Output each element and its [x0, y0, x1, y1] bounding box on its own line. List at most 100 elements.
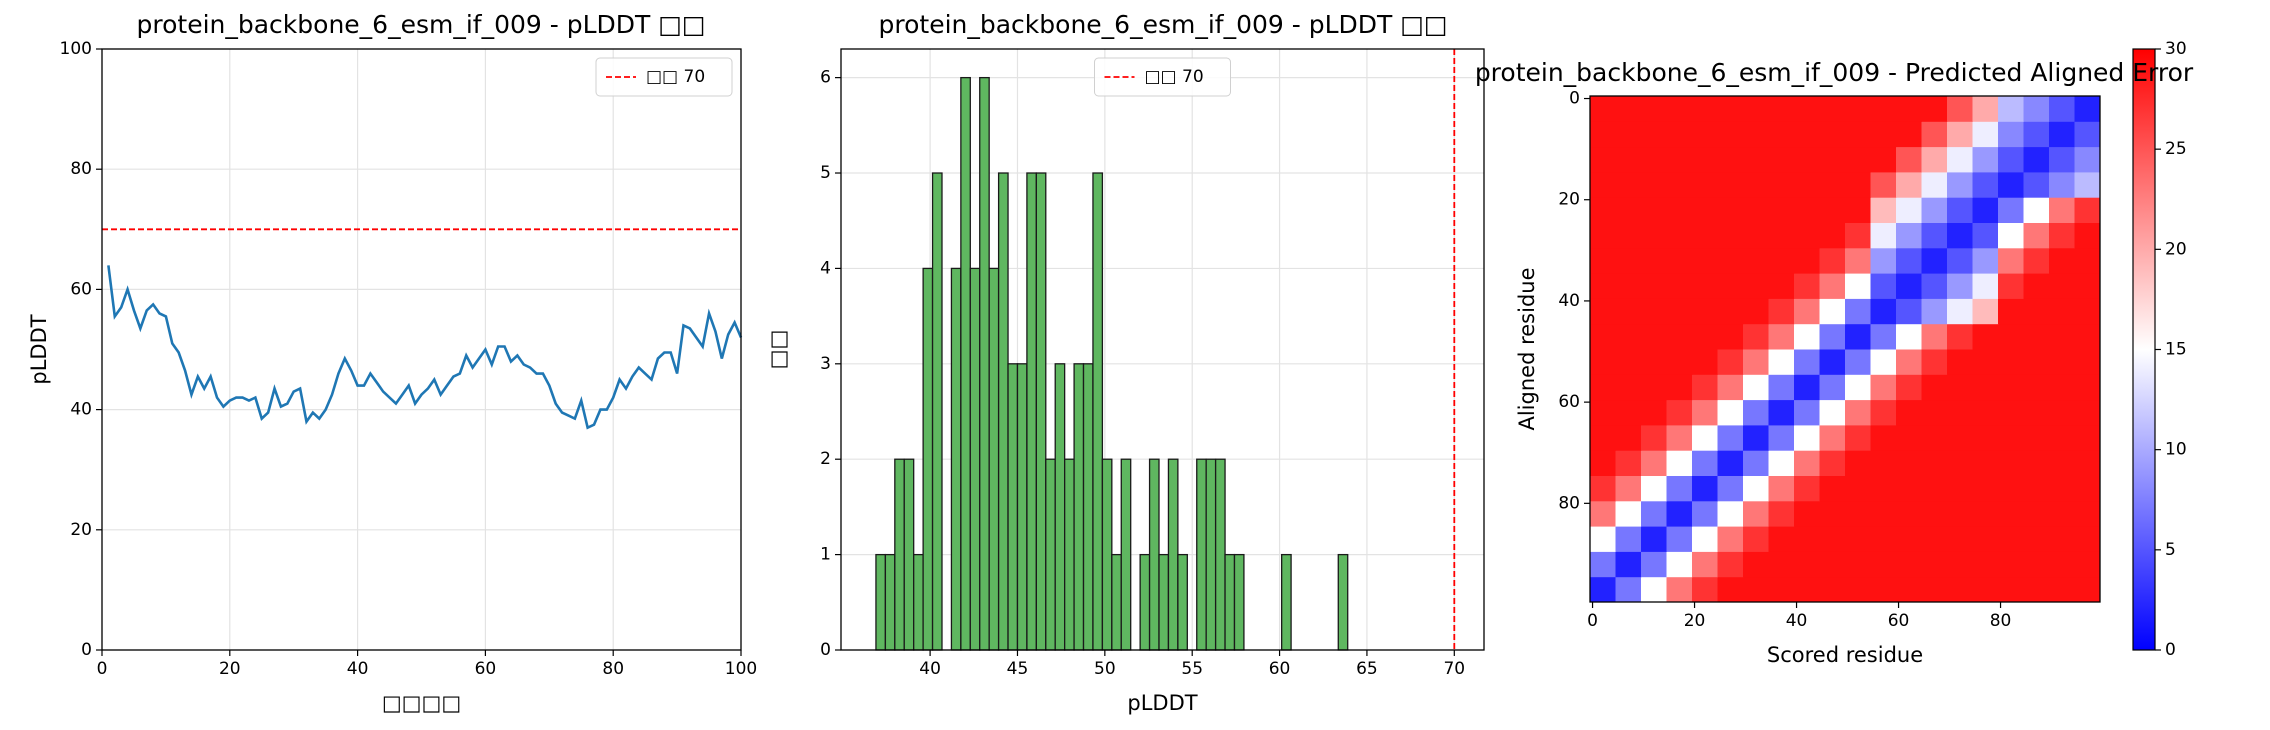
axes-frame: [840, 48, 1485, 651]
heatmap-cell: [1743, 146, 1769, 173]
heatmap-cell: [1666, 171, 1693, 198]
heatmap-cell: [2049, 450, 2075, 476]
heatmap-cell: [1717, 399, 1744, 426]
heatmap-cell: [2074, 526, 2101, 552]
heatmap-cell: [1921, 298, 1948, 325]
heatmap-cell: [1998, 500, 2024, 527]
heatmap-cell: [2049, 576, 2075, 603]
heatmap-cell: [1666, 500, 1693, 527]
heatmap-cell: [1921, 146, 1948, 173]
heatmap-cell: [1921, 171, 1948, 198]
colorbar-tick-label: 5: [2165, 540, 2176, 560]
legend-box: [1094, 57, 1231, 97]
y-tick-label: 0: [820, 640, 831, 660]
bar: [1281, 553, 1292, 651]
heatmap-cell: [1921, 475, 1948, 502]
heatmap-cell: [1743, 298, 1769, 325]
y-tick-label: 6: [820, 68, 831, 88]
heatmap-cell: [1947, 475, 1973, 502]
heatmap-cell: [2023, 450, 2050, 476]
heatmap-cell: [1921, 424, 1948, 451]
heatmap-cell: [1717, 424, 1744, 451]
heatmap-cell: [1845, 450, 1871, 476]
heatmap-cell: [1819, 273, 1846, 299]
y-tick-label: 3: [820, 354, 831, 374]
heatmap-cell: [2023, 576, 2050, 603]
heatmap-cell: [1998, 551, 2024, 578]
heatmap-cell: [2049, 121, 2075, 148]
bar: [1082, 363, 1094, 651]
heatmap-cell: [1768, 247, 1795, 274]
x-tick-label: 70: [1443, 659, 1465, 679]
heatmap-cell: [1998, 273, 2024, 299]
heatmap-cell: [1590, 526, 1616, 552]
x-tick-label: 50: [1094, 659, 1116, 679]
heatmap-cell: [1717, 247, 1744, 274]
heatmap-cell: [1743, 424, 1769, 451]
heatmap-cell: [2074, 399, 2101, 426]
heatmap-cell: [1921, 551, 1948, 578]
heatmap-cell: [1870, 146, 1897, 173]
heatmap-cell: [1692, 424, 1718, 451]
heatmap-cell: [1717, 96, 1744, 122]
heatmap-cell: [1998, 526, 2024, 552]
heatmap-cell: [1717, 197, 1744, 223]
bar: [1073, 363, 1085, 651]
heatmap-cell: [1743, 374, 1769, 401]
heatmap-cell: [1641, 247, 1667, 274]
bar: [1016, 363, 1028, 651]
x-tick-label: 20: [1684, 611, 1706, 631]
x-tick-label: 0: [1587, 611, 1598, 631]
heatmap-cell: [1819, 374, 1846, 401]
heatmap-cell: [2023, 298, 2050, 325]
heatmap-cell: [1768, 424, 1795, 451]
heatmap-cell: [1794, 374, 1820, 401]
bar: [894, 458, 905, 651]
heatmap-cell: [1819, 96, 1846, 122]
heatmap-cell: [1819, 146, 1846, 173]
heatmap-cell: [1794, 399, 1820, 426]
heatmap-cell: [2049, 273, 2075, 299]
heatmap-cell: [1692, 500, 1718, 527]
heatmap-cell: [2074, 222, 2101, 249]
heatmap-cell: [1998, 197, 2024, 223]
x-axis-label: Scored residue: [1767, 643, 1923, 667]
heatmap-cell: [1947, 247, 1973, 274]
heatmap-cell: [1921, 374, 1948, 401]
axes-frame: [101, 48, 742, 651]
heatmap-cell: [1666, 222, 1693, 249]
heatmap-cell: [2049, 374, 2075, 401]
heatmap-cell: [1896, 121, 1922, 148]
heatmap-cell: [1870, 197, 1897, 223]
heatmap-cell: [1743, 273, 1769, 299]
heatmap-cell: [1947, 526, 1973, 552]
heatmap-cell: [1921, 500, 1948, 527]
heatmap-cell: [1590, 171, 1616, 198]
heatmap-cell: [1947, 146, 1973, 173]
heatmap-cell: [1794, 96, 1820, 122]
heatmap-cell: [2049, 551, 2075, 578]
heatmap-cell: [1794, 273, 1820, 299]
heatmap-cell: [1692, 576, 1718, 603]
heatmap-cell: [1845, 96, 1871, 122]
heatmap-cell: [1768, 475, 1795, 502]
heatmap-cell: [1972, 222, 1999, 249]
heatmap-cell: [1590, 197, 1616, 223]
y-tick-label: 0: [1569, 89, 1580, 109]
heatmap-cell: [1896, 526, 1922, 552]
axes: 0 20 40 60 80 100 0 20 40 60 80 100 protein_backbone…: [27, 10, 757, 715]
y-tick-label: 1: [820, 545, 831, 565]
bar: [1035, 172, 1047, 651]
heatmap-cell: [1972, 424, 1999, 451]
heatmap-cell: [1819, 576, 1846, 603]
heatmap-cell: [1743, 222, 1769, 249]
heatmap-cell: [1666, 475, 1693, 502]
heatmap-cell: [1717, 121, 1744, 148]
heatmap-cell: [1717, 273, 1744, 299]
heatmap-cell: [1870, 222, 1897, 249]
heatmap-cell: [1641, 121, 1667, 148]
heatmap-cell: [1870, 475, 1897, 502]
heatmap-cell: [1590, 146, 1616, 173]
heatmap-cell: [2023, 500, 2050, 527]
heatmap-cell: [1692, 298, 1718, 325]
